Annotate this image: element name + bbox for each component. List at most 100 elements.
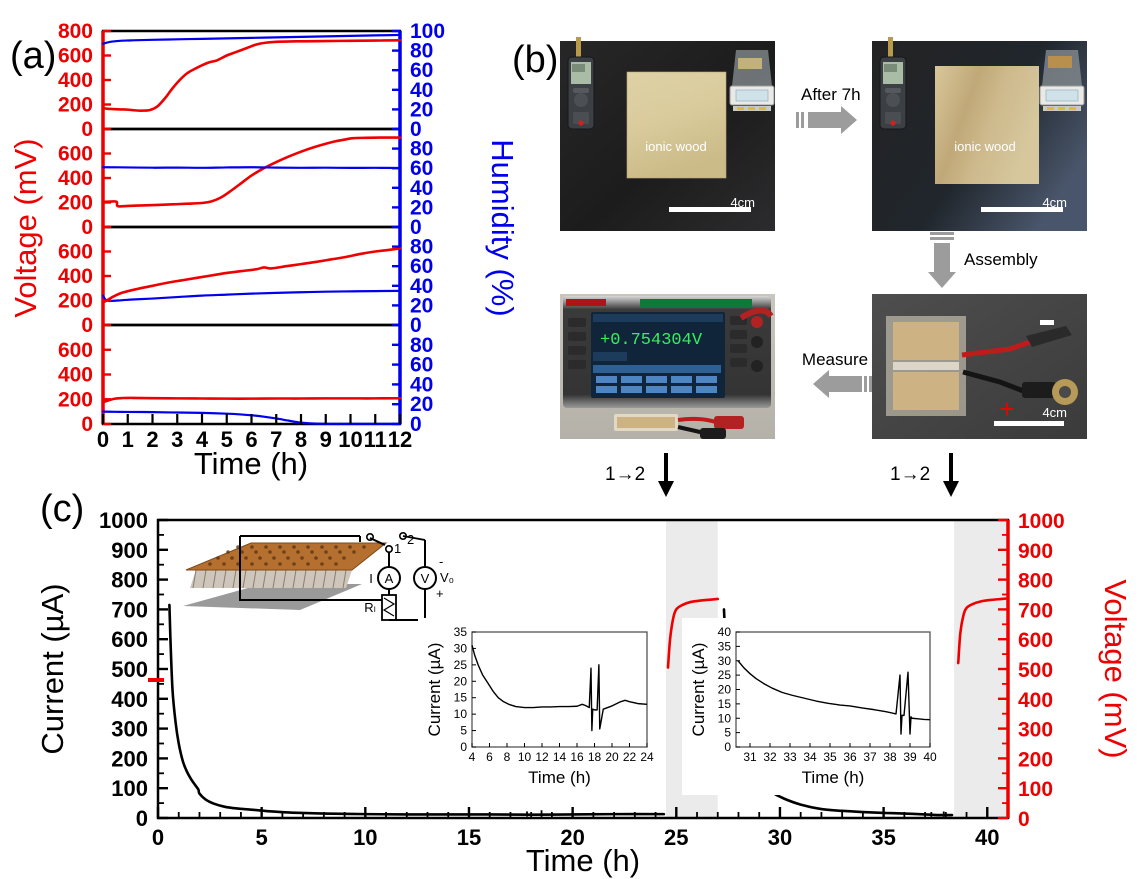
sample-label-after: ionic wood	[954, 139, 1015, 154]
inset-left-g-y-tick-label: 15	[454, 691, 468, 705]
switch-label-2: 2	[407, 532, 414, 547]
panel-c-right-axis-title: Voltage (mV)	[1098, 579, 1133, 758]
meter-input-lo	[751, 336, 763, 348]
meter-red-lead	[739, 307, 774, 321]
panel-a-left-tick-label: 600	[58, 241, 93, 264]
device-wood-bottom	[893, 372, 959, 410]
panel-c-left-tick-label: 1000	[99, 508, 148, 533]
panel-a-x-tick-label: 10	[338, 427, 362, 452]
panel-a: (a) 020040060080002040608010002004006000…	[8, 20, 520, 481]
panel-a-right-tick-label: 80	[410, 40, 433, 63]
panel-a-left-axis-title: Voltage (mV)	[8, 138, 43, 317]
inset-right-g-y-tick-label: 5	[724, 726, 731, 740]
panel-a-right-tick-label: 40	[410, 373, 433, 396]
panel-a-right-tick-label: 20	[410, 98, 433, 121]
inset-left-g-y-tick-label: 30	[454, 641, 468, 655]
panel-c-x-tick-label: 35	[871, 825, 895, 850]
panel-a-right-tick-label: 60	[410, 59, 433, 82]
inset-right-g-x-tick-label: 35	[823, 750, 837, 764]
panel-a-left-tick-label: 200	[58, 192, 93, 215]
panel-c-left-tick-label: 200	[111, 746, 148, 771]
panel-a-right-tick-label: 60	[410, 255, 433, 278]
panel-a-label: (a)	[10, 35, 56, 77]
panel-a-right-tick-label: 100	[410, 20, 445, 43]
panel-c-x-tick-label: 25	[664, 825, 688, 850]
panel-a-left-tick-label: 400	[58, 167, 93, 190]
resistor-label: Rₗ	[364, 600, 376, 615]
inset-right-g-y-tick-label: 0	[724, 740, 731, 754]
panel-a-x-tick-label: 4	[196, 427, 209, 452]
inset-right-g-y-tick-label: 15	[718, 697, 732, 711]
meter-brand-plate	[566, 299, 606, 306]
panel-a-subplot-3-humidity-curve	[101, 289, 402, 303]
inset-left-g-x-tick-label: 6	[486, 750, 493, 764]
panel-c-right-tick-label: 500	[1018, 659, 1053, 682]
black-wire	[962, 369, 1027, 395]
arrow-after-7h-glyph	[808, 106, 857, 134]
panel-a-left-tick-label: 0	[81, 413, 93, 436]
red-clip	[1026, 326, 1072, 347]
annotation-switch-2-label: 1→2	[890, 464, 930, 485]
inset-right-g-y-tick-label: 30	[718, 654, 732, 668]
panel-a-left-tick-label: 600	[58, 45, 93, 68]
panel-a-right-tick-label: 20	[410, 393, 433, 416]
panel-a-right-tick-label: 0	[410, 314, 422, 337]
arrow-assembly: Assembly	[928, 232, 1038, 288]
hygrometer-device-2	[879, 37, 907, 130]
balance-scale-2	[1039, 50, 1085, 111]
panel-c-left-tick-label: 700	[111, 597, 148, 622]
device-substrate	[183, 584, 362, 610]
inset-right-g-x-tick-label: 31	[743, 750, 757, 764]
panel-c-current-cycle-1-curve	[168, 603, 666, 817]
panel-b: (b)	[512, 37, 1087, 439]
meter-softkeys	[596, 376, 717, 393]
polarity-plus: +	[999, 394, 1014, 424]
inset-right-g-y-tick-label: 40	[718, 625, 732, 639]
panel-a-curves	[101, 33, 402, 426]
inset-left-g-x-tick-label: 22	[623, 750, 637, 764]
device-pores	[192, 569, 347, 589]
panel-c-right-tick-label: 900	[1018, 540, 1053, 563]
voltage-minus-sign: -	[439, 554, 443, 569]
inset-left-g-x-tick-label: 4	[469, 750, 476, 764]
panel-c-x-tick-label: 20	[560, 825, 584, 850]
inset-left-g-y-tick-label: 25	[454, 658, 468, 672]
switch-contact-1[interactable]	[384, 544, 393, 553]
inset-left-g-curve	[471, 644, 648, 732]
panel-a-x-axis-title: Time (h)	[194, 446, 308, 481]
inset-right-g-x-tick-label: 38	[883, 750, 897, 764]
inset-right-g-x-tick-label: 36	[843, 750, 857, 764]
panel-a-x-tick-label: 3	[171, 427, 183, 452]
panel-a-x-tick-label: 1	[122, 427, 134, 452]
panel-a-left-tick-label: 400	[58, 69, 93, 92]
panel-a-x-tick-label: 0	[97, 427, 109, 452]
inset-right-g-x-tick-label: 32	[763, 750, 777, 764]
panel-a-right-tick-label: 80	[410, 334, 433, 357]
panel-c-right-tick-label: 200	[1018, 748, 1053, 771]
panel-c-right-tick-label: 300	[1018, 719, 1053, 742]
scale-label-assembled: 4cm	[1042, 405, 1067, 420]
photo-measure: +0.754304V	[560, 294, 775, 439]
inset-right-g-y-tick-label: 20	[718, 683, 732, 697]
inset-left-g-x-tick-label: 24	[640, 750, 654, 764]
arrow-measure-label: Measure	[802, 350, 868, 369]
meter-input-sense	[751, 360, 763, 372]
inset-right-g-y-axis-title: Current (µA)	[689, 643, 708, 737]
test-clip-red	[714, 416, 744, 429]
scalebar-after	[981, 207, 1063, 212]
panel-a-subplot-4-voltage-curve	[101, 396, 402, 404]
arrow-assembly-glyph	[928, 243, 956, 288]
scalebar-before	[669, 207, 751, 212]
panel-c: (c) 010020030040050060070080090010000100…	[35, 453, 1133, 878]
panel-a-left-tick-label: 400	[58, 265, 93, 288]
meter-right-buttons	[730, 316, 747, 367]
panel-c-right-tick-label: 600	[1018, 629, 1053, 652]
panel-a-left-tick-label: 800	[58, 20, 93, 43]
scale-label-before: 4cm	[730, 195, 755, 210]
arrow-after-7h-label: After 7h	[801, 85, 861, 104]
panel-a-subplot-1-voltage-curve	[101, 39, 402, 112]
inset-left-g-x-tick-label: 10	[518, 750, 532, 764]
